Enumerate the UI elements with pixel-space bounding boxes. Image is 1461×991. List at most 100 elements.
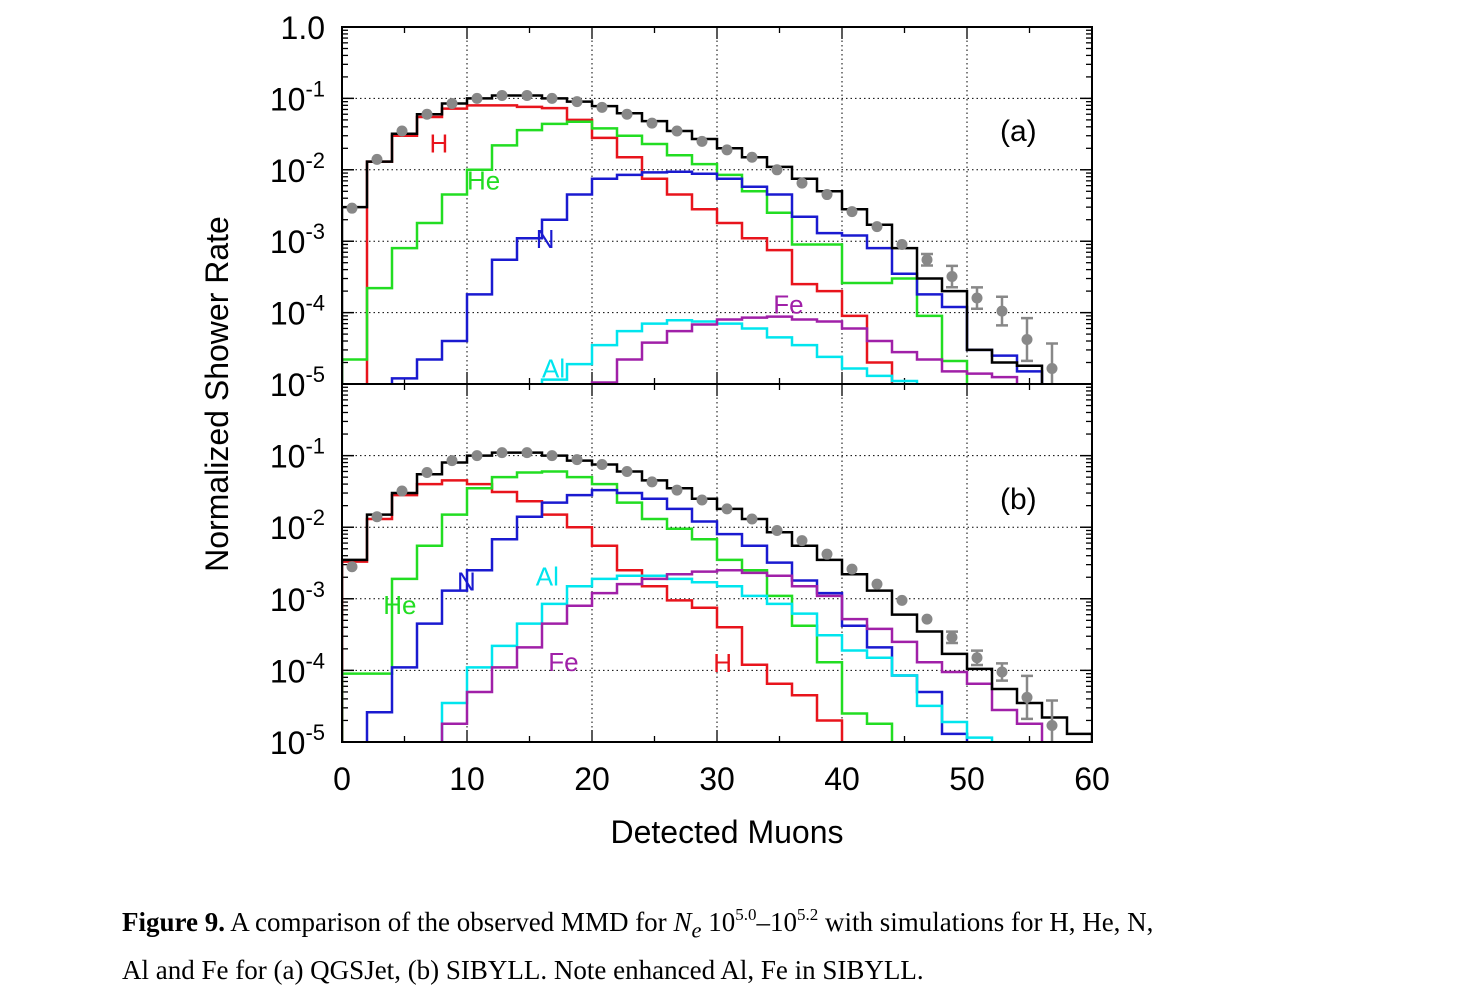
x-tick-label: 20 [574,761,610,797]
data-point [1046,719,1058,731]
caption-variable: N [673,907,692,937]
data-point [496,89,508,101]
data-point [471,92,483,104]
y-tick-label: 10-3 [270,577,325,618]
series-label-n: N [457,567,476,597]
data-point [646,117,658,129]
caption-exponent-2: 5.2 [796,905,819,924]
y-tick-label: 10-1 [270,76,325,117]
data-point [546,450,558,462]
data-point [646,476,658,488]
caption-exponent-1: 5.0 [735,905,757,924]
data-point [621,465,633,477]
data-point [521,89,533,101]
data-point [771,164,783,176]
panel-label: (b) [1000,483,1037,516]
data-point [896,238,908,250]
series-n-line [365,488,969,742]
data-point [346,561,358,573]
caption-text-4: with simulations for H, He, N, [818,907,1154,937]
caption-line-1: Figure 9. A comparison of the observed M… [122,902,1452,950]
data-point [396,125,408,137]
data-point [521,447,533,459]
data-point [371,511,383,523]
grid-lines [342,384,1092,742]
series-al-line [440,574,994,742]
series-label-fe: Fe [773,289,803,319]
series-he-line [342,120,969,384]
series-label-fe: Fe [548,647,578,677]
panel-label: (a) [1000,115,1037,148]
caption-figure-label: Figure 9. [122,907,225,937]
data-point [796,177,808,189]
x-tick-label: 0 [333,761,351,797]
series-he-line [342,470,894,742]
series-label-h: H [713,648,732,678]
data-point [496,447,508,459]
x-tick-label: 60 [1074,761,1110,797]
axis-ticks [341,26,1093,385]
data-point [746,513,758,525]
panel-a: 1.0 10-1 10-2 10-3 10-4 10-5 H He N Al Fe (a) [270,10,1093,403]
data-point [721,144,733,156]
data-point [671,484,683,496]
series-label-n: N [536,224,555,254]
series-data-points [346,89,1058,384]
series-label-al: Al [536,562,559,592]
y-tick-label: 10-3 [270,219,325,260]
data-point [446,455,458,467]
data-point [846,206,858,218]
data-point [571,96,583,108]
y-tick-label: 10-5 [270,720,325,761]
x-tick-label: 10 [449,761,485,797]
data-point [596,101,608,113]
data-point [821,548,833,560]
caption-line-2: Al and Fe for (a) QGSJet, (b) SIBYLL. No… [122,955,924,986]
x-tick-label: 40 [824,761,860,797]
data-point [696,494,708,506]
data-point [996,666,1008,678]
data-point [871,578,883,590]
x-axis-ticks: 0 10 20 30 40 50 60 [333,761,1110,797]
data-point [1021,334,1033,345]
caption-text-1: A comparison of the observed MMD for [225,907,674,937]
caption-text-3: –10 [756,907,797,937]
caption-text-2: 10 [701,907,736,937]
series-fe-line [440,569,1044,742]
data-point [596,459,608,471]
panel-b: 10-1 10-2 10-3 10-4 10-5 H He N Al Fe (b) [270,383,1093,761]
series-data-points [346,447,1058,742]
y-tick-label: 1.0 [281,10,325,46]
data-point [471,450,483,462]
figure-caption: Figure 9. A comparison of the observed M… [122,902,1452,991]
y-tick-label: 10-2 [270,148,325,189]
data-point [846,563,858,575]
y-tick-label: 10-5 [270,362,325,403]
data-point [546,92,558,104]
y-tick-label: 10-1 [270,434,325,475]
data-point [896,594,908,606]
data-point [346,202,358,214]
x-tick-label: 30 [699,761,735,797]
y-tick-label: 10-4 [270,648,325,689]
axis-ticks [341,383,1093,743]
data-point [921,254,933,266]
series-al-line [540,319,919,384]
series-fe-line [590,315,1019,384]
data-point [721,503,733,515]
x-axis-label: Detected Muons [610,814,843,850]
data-point [996,305,1008,317]
data-point [621,108,633,120]
data-point [796,535,808,547]
data-point [1021,691,1033,703]
data-point [746,151,758,163]
data-point [946,631,958,643]
series-label-al: Al [542,354,565,384]
data-point [971,652,983,664]
x-tick-label: 50 [949,761,985,797]
data-point [696,135,708,147]
y-tick-label: 10-2 [270,505,325,546]
data-point [396,485,408,497]
grid-lines [342,27,1092,384]
